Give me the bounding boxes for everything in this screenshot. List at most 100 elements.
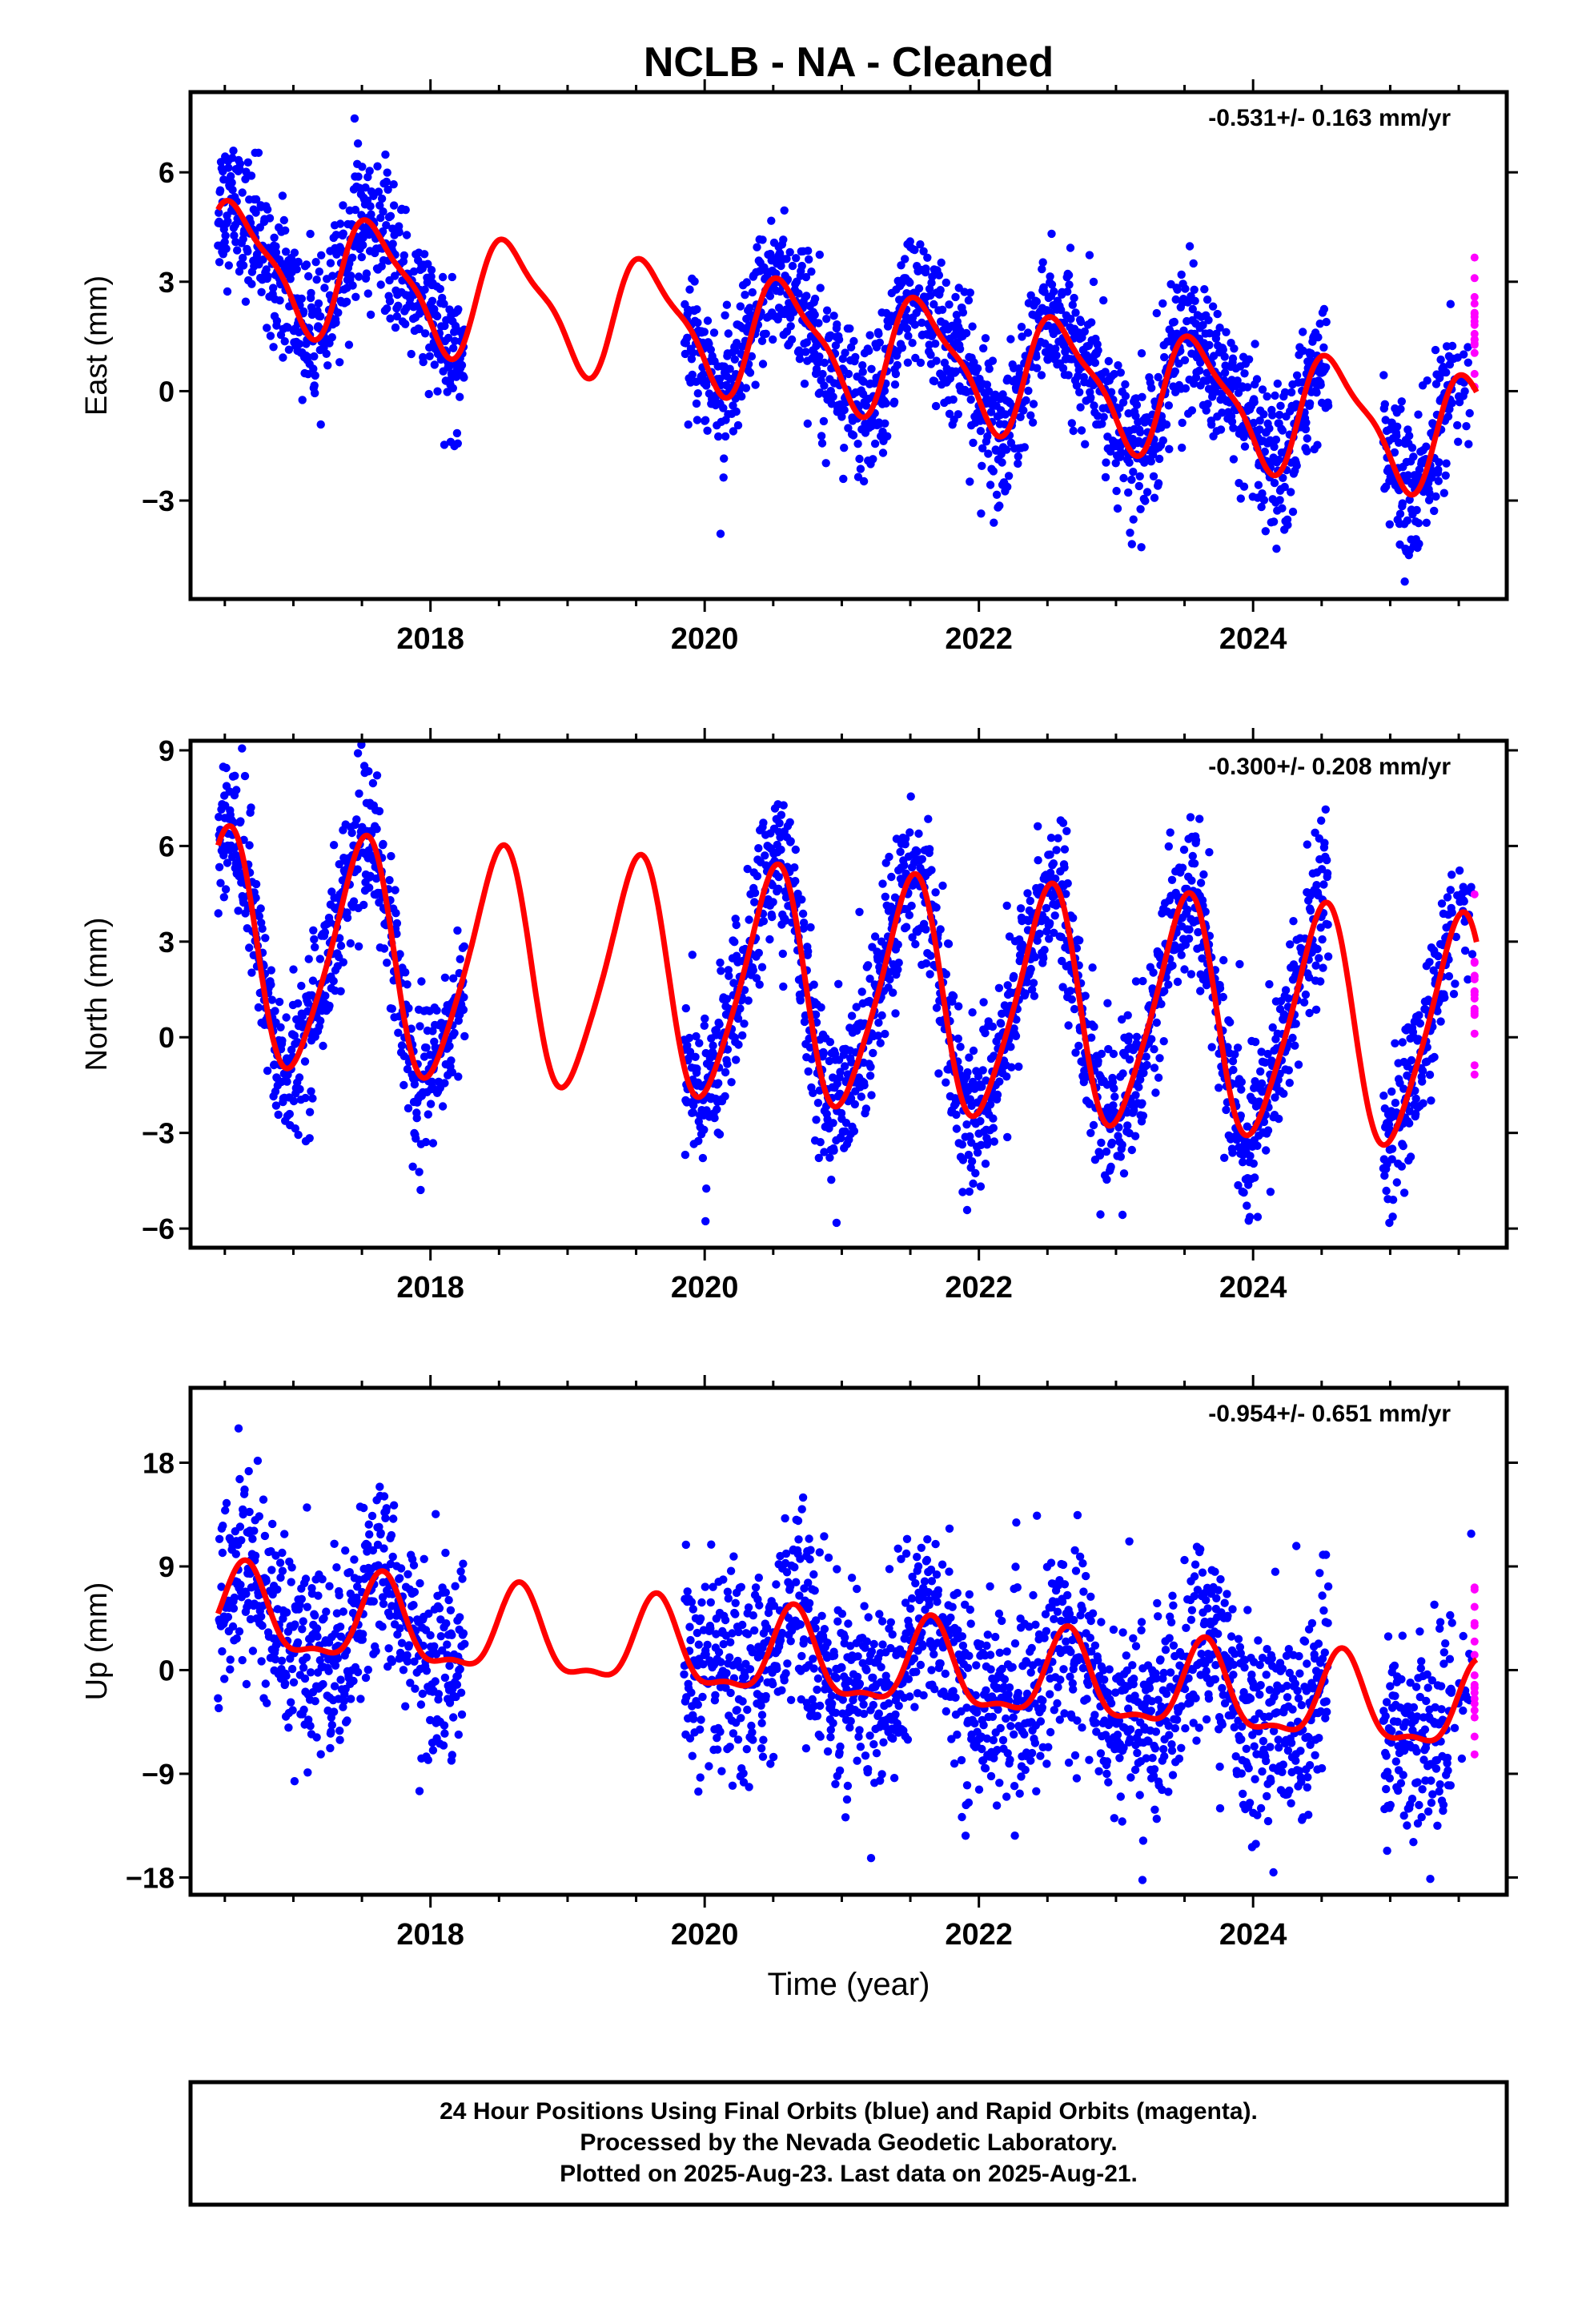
final-orbit-point — [303, 352, 312, 361]
final-orbit-point — [914, 284, 924, 293]
final-orbit-point — [1064, 271, 1074, 279]
final-orbit-point — [251, 1551, 260, 1560]
final-orbit-point — [1427, 1096, 1435, 1105]
final-orbit-point — [989, 467, 998, 476]
final-orbit-point — [1414, 519, 1423, 528]
final-orbit-point — [250, 1526, 259, 1535]
final-orbit-point — [914, 829, 923, 838]
final-orbit-point — [1118, 1210, 1127, 1220]
final-orbit-point — [376, 213, 385, 223]
final-orbit-point — [797, 895, 806, 904]
final-orbit-point — [281, 1679, 290, 1688]
final-orbit-point — [1162, 420, 1171, 429]
final-orbit-point — [1239, 1188, 1248, 1197]
final-orbit-point — [224, 163, 233, 172]
final-orbit-point — [835, 1089, 845, 1099]
final-orbit-point — [755, 980, 764, 989]
final-orbit-point — [222, 763, 231, 773]
final-orbit-point — [1397, 1162, 1407, 1171]
east-model-curve — [215, 198, 1480, 498]
final-orbit-point — [896, 847, 905, 857]
east-y-axis-label: East (mm) — [80, 275, 114, 416]
final-orbit-point — [952, 311, 962, 320]
final-orbit-point — [745, 304, 754, 312]
final-orbit-point — [927, 278, 936, 287]
final-orbit-point — [701, 1216, 710, 1226]
final-orbit-point — [1266, 1188, 1275, 1196]
final-orbit-point — [1074, 1041, 1083, 1051]
final-orbit-point — [232, 1634, 241, 1643]
final-orbit-point — [381, 150, 390, 159]
final-orbit-point — [311, 258, 320, 267]
final-orbit-point — [695, 1039, 704, 1047]
final-orbit-point — [1152, 1018, 1162, 1027]
y-tick-label: 3 — [159, 926, 175, 959]
final-orbit-point — [780, 206, 789, 215]
final-orbit-point — [903, 358, 913, 367]
final-orbit-point — [1138, 976, 1147, 986]
final-orbit-point — [878, 448, 888, 457]
final-orbit-point — [299, 1617, 307, 1626]
final-orbit-point — [1257, 502, 1266, 512]
final-orbit-point — [1284, 1066, 1294, 1075]
final-orbit-point — [910, 245, 919, 255]
final-orbit-point — [1002, 901, 1011, 911]
y-tick-label: −3 — [142, 1117, 175, 1150]
final-orbit-point — [335, 358, 344, 367]
final-orbit-point — [454, 305, 463, 314]
final-orbit-point — [870, 439, 880, 448]
final-orbit-point — [1435, 458, 1443, 467]
final-orbit-point — [1134, 481, 1144, 491]
final-orbit-point — [271, 242, 280, 251]
final-orbit-point — [833, 320, 841, 329]
final-orbit-point — [419, 357, 428, 367]
final-orbit-point — [263, 324, 271, 332]
final-orbit-point — [1215, 1084, 1223, 1092]
final-orbit-point — [978, 444, 987, 452]
final-orbit-point — [272, 316, 282, 325]
final-orbit-point — [1118, 398, 1128, 407]
final-orbit-point — [1411, 1086, 1419, 1096]
final-orbit-point — [258, 924, 267, 933]
final-orbit-point — [1392, 1178, 1402, 1187]
final-orbit-point — [297, 294, 306, 304]
final-orbit-point — [306, 1722, 315, 1731]
final-orbit-point — [1136, 428, 1145, 436]
final-orbit-point — [849, 1127, 859, 1136]
final-orbit-point — [944, 939, 954, 948]
final-orbit-point — [1033, 936, 1042, 945]
final-orbit-point — [1409, 452, 1418, 461]
final-orbit-point — [271, 1551, 280, 1560]
final-orbit-point — [394, 301, 403, 310]
final-orbit-point — [231, 1550, 240, 1558]
final-orbit-point — [907, 901, 916, 911]
final-orbit-point — [1234, 1180, 1243, 1190]
final-orbit-point — [775, 818, 784, 828]
final-orbit-point — [722, 300, 732, 309]
final-orbit-point — [1390, 448, 1399, 457]
final-orbit-point — [702, 1184, 711, 1193]
final-orbit-point — [703, 316, 713, 325]
final-orbit-point — [268, 1519, 277, 1529]
final-orbit-point — [752, 974, 761, 983]
final-orbit-point — [376, 280, 385, 289]
final-orbit-point — [1054, 834, 1062, 842]
final-orbit-point — [779, 982, 788, 991]
final-orbit-point — [215, 862, 224, 872]
final-orbit-point — [724, 329, 733, 338]
final-orbit-point — [233, 246, 242, 255]
final-orbit-point — [1014, 1062, 1023, 1072]
final-orbit-point — [242, 1590, 251, 1598]
final-orbit-point — [433, 387, 442, 396]
final-orbit-point — [450, 336, 460, 345]
final-orbit-point — [238, 1655, 247, 1665]
final-orbit-point — [1002, 445, 1011, 454]
final-orbit-point — [1203, 400, 1212, 408]
final-orbit-point — [1215, 324, 1224, 332]
final-orbit-point — [1191, 296, 1199, 305]
final-orbit-point — [700, 1125, 709, 1135]
final-orbit-point — [427, 266, 436, 275]
final-orbit-point — [913, 847, 921, 856]
final-orbit-point — [267, 980, 275, 989]
final-orbit-point — [316, 1016, 325, 1025]
